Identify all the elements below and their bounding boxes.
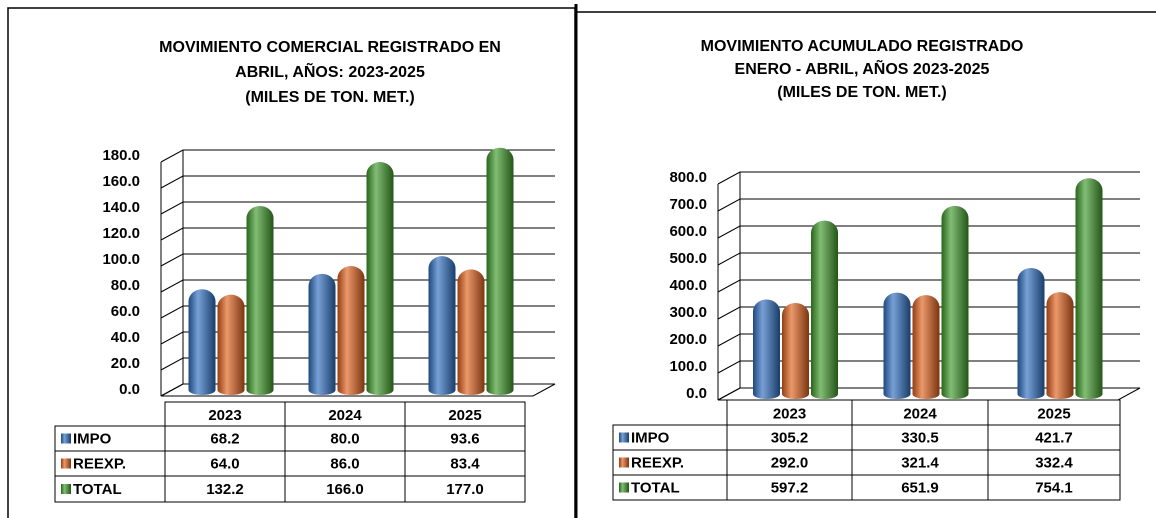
y-tick-label: 100.0	[669, 358, 707, 375]
grid-line	[717, 171, 1140, 185]
value-label: 68.2	[210, 430, 239, 447]
legend-label: REEXP.	[73, 455, 126, 472]
value-label: 86.0	[330, 455, 359, 472]
grid-line	[717, 225, 1140, 239]
y-tick-label: 800.0	[669, 169, 707, 186]
bar	[753, 299, 780, 399]
bar	[428, 256, 456, 395]
value-label: 83.4	[450, 455, 480, 472]
x-tick-label: 2024	[903, 405, 937, 422]
y-tick-label: 20.0	[111, 355, 140, 372]
grid-line	[717, 252, 1140, 266]
bar	[457, 269, 485, 395]
chart-title: (MILES DE TON. MET.)	[245, 89, 414, 106]
value-label: 93.6	[450, 430, 479, 447]
grid-line	[160, 175, 555, 189]
bar	[1075, 178, 1103, 399]
bar	[811, 220, 838, 399]
y-tick-label: 80.0	[111, 277, 140, 294]
y-tick-label: 700.0	[669, 196, 707, 213]
legend-swatch	[619, 432, 629, 443]
legend-label: IMPO	[631, 429, 670, 446]
x-tick-label: 2024	[328, 407, 362, 424]
bar	[486, 147, 514, 395]
value-label: 321.4	[901, 454, 939, 471]
bar	[912, 295, 940, 399]
y-tick-label: 500.0	[669, 250, 707, 267]
grid-line	[160, 253, 555, 267]
grid-line	[160, 227, 555, 241]
bar	[308, 273, 336, 395]
value-label: 177.0	[446, 481, 484, 498]
grid-line	[160, 201, 555, 215]
y-tick-label: 60.0	[111, 303, 140, 320]
y-tick-label: 40.0	[111, 329, 140, 346]
legend-swatch	[619, 482, 629, 493]
y-tick-label: 400.0	[669, 277, 707, 294]
y-tick-label: 100.0	[102, 251, 140, 268]
chart-title: ABRIL, AÑOS: 2023-2025	[235, 61, 425, 81]
y-tick-label: 140.0	[102, 199, 140, 216]
legend-swatch	[61, 484, 71, 494]
bar	[188, 289, 216, 395]
y-tick-label: 0.0	[119, 381, 140, 398]
y-tick-label: 0.0	[686, 385, 707, 402]
bar	[1017, 267, 1045, 399]
chart-title: (MILES DE TON. MET.)	[777, 84, 946, 101]
chart-title: MOVIMIENTO ACUMULADO REGISTRADO	[701, 38, 1024, 55]
value-label: 292.0	[771, 454, 809, 471]
bar	[782, 303, 809, 399]
y-tick-label: 300.0	[669, 304, 707, 321]
grid-line	[717, 360, 1140, 374]
table-body-frame	[612, 424, 1121, 501]
grid-line	[717, 279, 1140, 293]
y-tick-label: 600.0	[669, 223, 707, 240]
value-label: 330.5	[901, 429, 939, 446]
bar	[217, 294, 245, 395]
table-body-frame	[54, 425, 526, 503]
legend-swatch	[61, 433, 71, 444]
value-label: 166.0	[326, 481, 364, 498]
value-label: 80.0	[330, 430, 359, 447]
value-label: 332.4	[1035, 454, 1073, 471]
chart-title: MOVIMIENTO COMERCIAL REGISTRADO EN	[159, 39, 501, 56]
value-label: 651.9	[901, 479, 939, 496]
x-tick-label: 2025	[448, 407, 481, 424]
legend-swatch	[619, 457, 629, 468]
legend-label: TOTAL	[73, 481, 122, 498]
y-tick-label: 120.0	[102, 225, 140, 242]
value-label: 754.1	[1035, 479, 1073, 496]
value-label: 64.0	[210, 455, 239, 472]
x-tick-label: 2023	[773, 405, 806, 422]
bar	[883, 292, 911, 399]
x-tick-label: 2025	[1037, 405, 1070, 422]
value-label: 305.2	[771, 429, 809, 446]
chart-title: ENERO - ABRIL, AÑOS 2023-2025	[735, 58, 990, 78]
legend-label: IMPO	[73, 430, 112, 447]
legend-label: TOTAL	[631, 479, 680, 496]
y-tick-label: 160.0	[102, 173, 140, 190]
bar	[337, 266, 365, 395]
bar	[1046, 292, 1074, 399]
grid-line	[160, 149, 555, 163]
y-tick-label: 200.0	[669, 331, 707, 348]
value-label: 421.7	[1035, 429, 1073, 446]
grid-line	[717, 333, 1140, 347]
value-label: 597.2	[771, 479, 809, 496]
grid-line	[717, 387, 1140, 401]
grid-line	[717, 306, 1140, 320]
legend-swatch	[61, 458, 71, 469]
bar	[941, 205, 969, 399]
value-label: 132.2	[206, 481, 244, 498]
bar	[246, 205, 274, 395]
bar	[366, 162, 394, 395]
y-tick-label: 180.0	[102, 147, 140, 164]
x-tick-label: 2023	[208, 407, 241, 424]
legend-label: REEXP.	[631, 454, 684, 471]
grid-line	[717, 198, 1140, 212]
